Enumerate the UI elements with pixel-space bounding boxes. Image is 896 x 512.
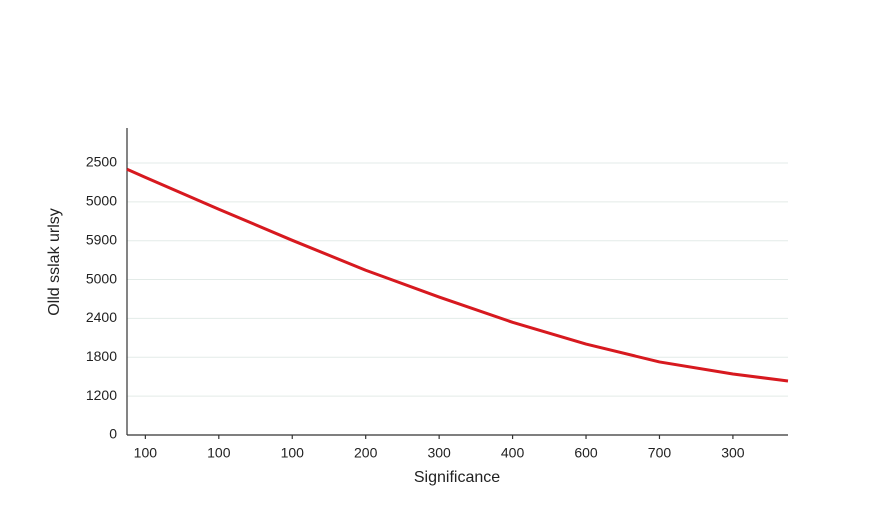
y-axis-label: Olld sslak urlsy [46, 208, 63, 316]
x-tick-label: 400 [501, 445, 525, 461]
x-tick-label: 300 [427, 445, 451, 461]
x-tick-label: 100 [134, 445, 158, 461]
y-tick-label: 2500 [86, 154, 117, 170]
y-tick-label: 5000 [86, 193, 117, 209]
y-tick-label: 1200 [86, 387, 117, 403]
x-tick-label: 300 [721, 445, 745, 461]
x-tick-label: 600 [574, 445, 598, 461]
x-tick-label: 200 [354, 445, 378, 461]
x-tick-label: 100 [281, 445, 305, 461]
x-tick-label: 100 [207, 445, 231, 461]
x-axis-label: Significance [414, 469, 500, 486]
y-tick-label: 5000 [86, 270, 117, 286]
data-line [126, 167, 789, 383]
y-tick-label: 2400 [86, 309, 117, 325]
y-tick-label: 5900 [86, 231, 117, 247]
y-tick-label: 1800 [86, 348, 117, 364]
x-tick-label: 700 [648, 445, 672, 461]
y-tick-label: 0 [109, 426, 117, 442]
